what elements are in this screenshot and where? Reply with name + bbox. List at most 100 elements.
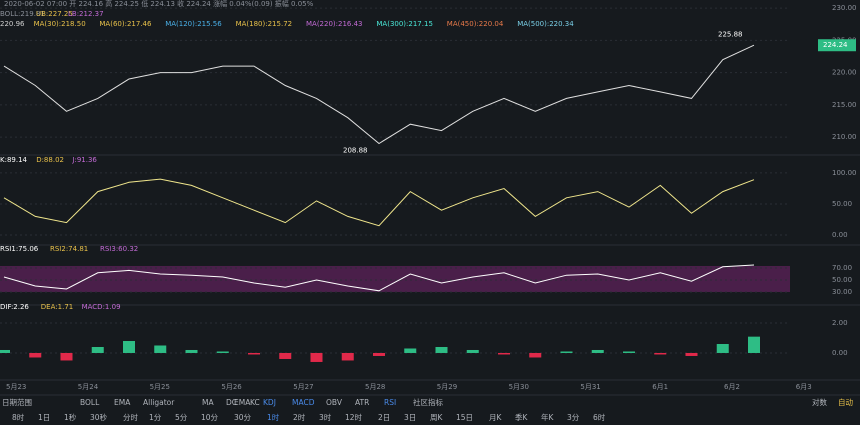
interval-button[interactable]: 15日 (456, 413, 473, 422)
macd-bar (341, 352, 354, 361)
macd-bar (216, 351, 229, 353)
interval-button[interactable]: 季K (515, 412, 528, 422)
ma-label: MA(30):218.50 (34, 20, 86, 28)
interval-button[interactable]: 2时 (293, 412, 306, 422)
macd-bar (154, 345, 167, 353)
interval-button[interactable]: 1秒 (64, 412, 77, 422)
indicator-button[interactable]: RSI (384, 398, 396, 407)
interval-button[interactable]: 30秒 (90, 412, 108, 422)
ma-label: MA(300):217.15 (376, 20, 433, 28)
ohlc-info: 2020-06-02 07:00 开 224.16 高 224.25 低 224… (4, 0, 314, 8)
indicator-button[interactable]: KC (250, 398, 260, 407)
macd-bar (123, 341, 135, 353)
macd-bar (60, 352, 73, 361)
indicator-button[interactable]: EMA (114, 398, 131, 407)
y-tick-label: 50.00 (832, 276, 852, 284)
macd-bar (466, 349, 479, 353)
y-tick-label: 50.00 (832, 200, 852, 208)
interval-button[interactable]: 30分 (234, 413, 252, 422)
interval-button[interactable]: 月K (489, 413, 502, 422)
toolbar-option[interactable]: 自动 (838, 397, 853, 407)
macd-bar (91, 346, 104, 353)
ma-label: MA(450):220.04 (447, 20, 504, 28)
y-tick-label: 30.00 (832, 288, 852, 296)
ma-label: MA(500):220.34 (517, 20, 574, 28)
boll-ub: UB:227.25 (36, 10, 73, 18)
indicator-label: RSI2:74.81 (50, 245, 88, 253)
y-tick-label: 220.00 (832, 69, 857, 77)
indicator-label: MACD:1.09 (82, 303, 121, 311)
x-tick-label: 5月23 (6, 383, 26, 391)
macd-bar (404, 348, 417, 353)
ma-label: MA(120):215.56 (165, 20, 222, 28)
interval-button[interactable]: 3分 (567, 413, 580, 422)
indicator-button[interactable]: BOLL (80, 398, 100, 407)
interval-button[interactable]: 周K (430, 413, 443, 422)
macd-bar (310, 352, 323, 362)
indicator-button[interactable]: ATR (355, 398, 369, 407)
indicator-button[interactable]: MACD (292, 398, 315, 407)
interval-button[interactable]: 3日 (404, 413, 416, 422)
indicator-button[interactable]: OBV (326, 398, 343, 407)
interval-button[interactable]: 8时 (12, 412, 25, 422)
macd-bar (279, 352, 292, 359)
indicator-button[interactable]: EMA (234, 398, 251, 407)
interval-button[interactable]: 12时 (345, 412, 363, 422)
macd-bar (748, 336, 760, 353)
indicator-button[interactable]: DC (226, 398, 237, 407)
ma-label: MA(180):215.72 (236, 20, 293, 28)
macd-bar (560, 351, 573, 353)
macd-bar (498, 352, 510, 355)
interval-button[interactable]: 年K (541, 412, 554, 422)
macd-bar (716, 344, 729, 353)
boll-lb: LB:212.37 (68, 10, 104, 18)
x-tick-label: 5月27 (293, 383, 313, 391)
indicator-label: RSI1:75.06 (0, 245, 39, 253)
interval-button[interactable]: 1时 (267, 412, 280, 422)
current-price-tag (818, 39, 856, 52)
interval-button[interactable]: 3时 (319, 412, 332, 422)
macd-bar (591, 349, 604, 353)
high-label: 225.88 (718, 31, 743, 39)
x-tick-label: 5月30 (509, 383, 529, 391)
indicator-label: DIF:2.26 (0, 303, 29, 311)
ma-label: 220.96 (0, 20, 25, 28)
y-tick-label: 0.00 (832, 349, 848, 357)
x-tick-label: 5月29 (437, 383, 457, 391)
interval-button[interactable]: 分时 (123, 412, 138, 422)
boll-label: BOLL:219.81 (0, 10, 45, 18)
x-tick-label: 5月24 (78, 383, 99, 391)
x-tick-label: 5月28 (365, 383, 385, 391)
macd-bar (29, 352, 42, 358)
interval-button[interactable]: 10分 (201, 413, 219, 422)
indicator-button[interactable]: KDJ (263, 398, 276, 407)
interval-button[interactable]: 5分 (175, 413, 188, 422)
interval-button[interactable]: 2日 (378, 413, 390, 422)
toolbar-option[interactable]: 对数 (812, 397, 827, 407)
price-line (3, 44, 755, 145)
macd-bar (654, 352, 667, 355)
y-tick-label: 100.00 (832, 169, 857, 177)
macd-bar (435, 346, 448, 353)
indicator-label: DEA:1.71 (41, 303, 73, 311)
k-line (3, 178, 755, 227)
date-range[interactable]: 日期范围 (2, 397, 32, 407)
y-tick-label: 2.00 (832, 319, 848, 327)
indicator-button[interactable]: Alligator (143, 398, 175, 407)
interval-button[interactable]: 1分 (149, 413, 162, 422)
macd-bar (529, 352, 542, 358)
indicator-button[interactable]: 社区指标 (413, 397, 443, 407)
y-tick-label: 215.00 (832, 101, 857, 109)
macd-bar (0, 349, 10, 353)
interval-button[interactable]: 6时 (593, 412, 606, 422)
low-label: 208.88 (343, 146, 368, 154)
indicator-button[interactable]: MA (202, 398, 214, 407)
current-price: 224.24 (823, 41, 848, 49)
rsi-band (0, 266, 790, 292)
ma-label: MA(220):216.43 (306, 20, 363, 28)
indicator-label: K:89.14 (0, 156, 28, 164)
interval-button[interactable]: 1日 (38, 413, 50, 422)
